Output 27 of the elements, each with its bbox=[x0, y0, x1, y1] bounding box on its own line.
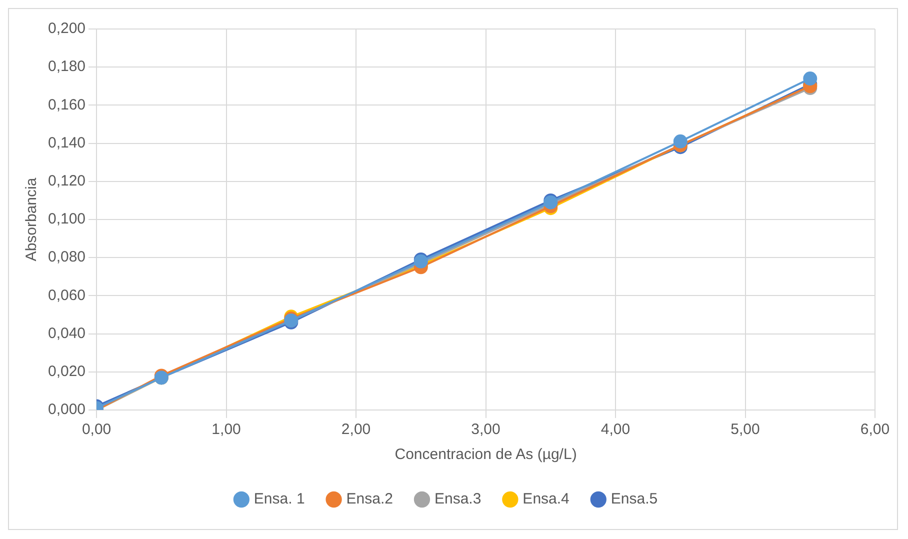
x-tick-label: 4,00 bbox=[600, 421, 630, 438]
legend-label: Ensa.4 bbox=[522, 490, 570, 508]
x-tick-label: 2,00 bbox=[341, 421, 371, 438]
x-tick-label: 1,00 bbox=[212, 421, 241, 438]
y-axis-title: Absorbancia bbox=[23, 177, 40, 262]
x-tick-label: 3,00 bbox=[471, 421, 500, 438]
y-tick-label: 0,080 bbox=[48, 248, 86, 266]
y-tick-label: 0,200 bbox=[48, 20, 86, 38]
legend-label: Ensa.5 bbox=[610, 490, 658, 508]
y-tick-label: 0,120 bbox=[48, 172, 86, 190]
y-tick-label: 0,060 bbox=[48, 286, 86, 304]
point bbox=[673, 134, 688, 148]
y-tick-label: 0,000 bbox=[48, 401, 86, 418]
y-tick-label: 0,020 bbox=[48, 363, 86, 380]
legend-label: Ensa.3 bbox=[434, 490, 482, 508]
point bbox=[803, 72, 818, 86]
y-tick-label: 0,100 bbox=[48, 210, 86, 228]
legend-label: Ensa.2 bbox=[346, 490, 393, 508]
legend-label: Ensa. 1 bbox=[254, 490, 305, 508]
x-tick-label: 6,00 bbox=[860, 421, 890, 438]
x-axis-title: Concentracion de As (µg/L) bbox=[394, 446, 577, 464]
x-tick-label: 0,00 bbox=[82, 421, 112, 438]
x-tick-label: 5,00 bbox=[730, 421, 760, 438]
y-tick-label: 0,180 bbox=[48, 58, 86, 76]
y-tick-label: 0,160 bbox=[48, 96, 86, 114]
y-tick-label: 0,040 bbox=[48, 324, 86, 342]
y-tick-label: 0,140 bbox=[48, 134, 86, 152]
